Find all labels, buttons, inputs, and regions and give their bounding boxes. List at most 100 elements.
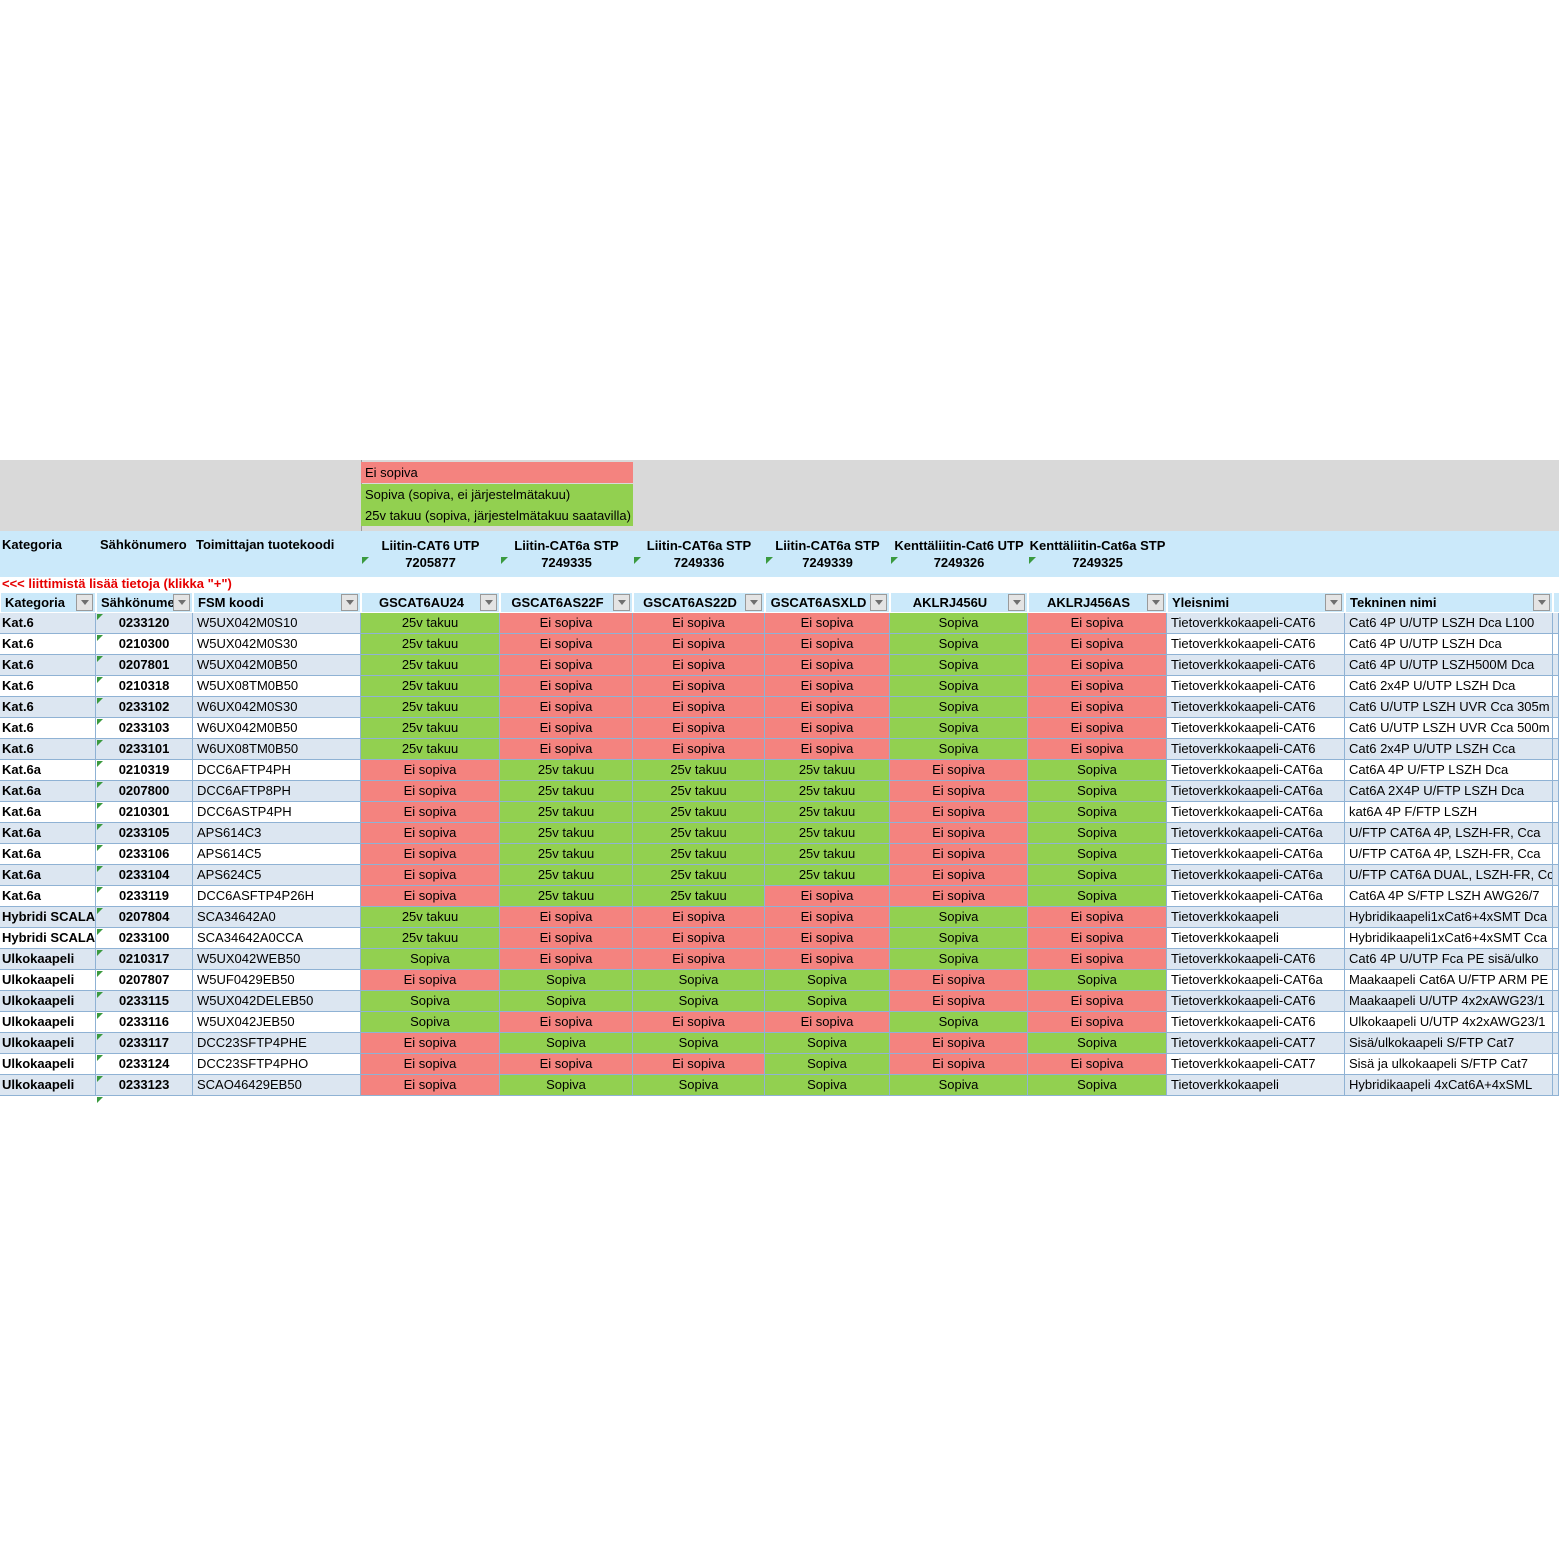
- cell-s5: Ei sopiva: [1028, 991, 1167, 1012]
- filter-dropdown-button[interactable]: [1008, 594, 1025, 611]
- cell-s4: Ei sopiva: [890, 802, 1028, 823]
- cell-kategoria: Ulkokaapeli: [0, 970, 96, 991]
- filter-dropdown-button[interactable]: [341, 594, 358, 611]
- filter-dropdown-button[interactable]: [480, 594, 497, 611]
- cell-sahkonumero: 0210318: [96, 676, 193, 697]
- filter-dropdown-button[interactable]: [870, 594, 887, 611]
- cell-kategoria: Ulkokaapeli: [0, 1075, 96, 1096]
- cell-s5: Ei sopiva: [1028, 697, 1167, 718]
- cell-s1: Ei sopiva: [500, 697, 633, 718]
- cell-s3: 25v takuu: [765, 802, 890, 823]
- cell-s3: 25v takuu: [765, 865, 890, 886]
- cell-s1: 25v takuu: [500, 865, 633, 886]
- filter-dropdown-button[interactable]: [173, 594, 190, 611]
- comment-indicator-icon: [97, 866, 103, 872]
- cell-s3: Ei sopiva: [765, 949, 890, 970]
- cell-s2: 25v takuu: [633, 823, 765, 844]
- cell-s5: Sopiva: [1028, 802, 1167, 823]
- cell-yleisnimi: Tietoverkkokaapeli-CAT6: [1167, 739, 1345, 760]
- cell-sliver: [1553, 928, 1559, 949]
- comment-indicator-icon: [97, 782, 103, 788]
- cell-sahkonumero: 0233103: [96, 718, 193, 739]
- cell-s0: Ei sopiva: [361, 1054, 500, 1075]
- cell-s2: Ei sopiva: [633, 676, 765, 697]
- comment-indicator-icon: [97, 824, 103, 830]
- cell-s5: Ei sopiva: [1028, 718, 1167, 739]
- cell-tekninen_nimi: U/FTP CAT6A DUAL, LSZH-FR, Cca: [1345, 865, 1553, 886]
- comment-indicator-icon: [891, 557, 898, 564]
- cell-s4: Ei sopiva: [890, 886, 1028, 907]
- cell-s4: Sopiva: [890, 634, 1028, 655]
- cell-tekninen_nimi: Cat6 4P U/UTP LSZH Dca: [1345, 634, 1553, 655]
- cell-tekninen_nimi: Cat6 2x4P U/UTP LSZH Dca: [1345, 676, 1553, 697]
- cell-sahkonumero: 0207800: [96, 781, 193, 802]
- cell-s5: Ei sopiva: [1028, 634, 1167, 655]
- cell-s2: 25v takuu: [633, 781, 765, 802]
- filter-dropdown-button[interactable]: [613, 594, 630, 611]
- cell-kategoria: Kat.6: [0, 739, 96, 760]
- cell-s5: Ei sopiva: [1028, 928, 1167, 949]
- cell-tekninen_nimi: U/FTP CAT6A 4P, LSZH-FR, Cca: [1345, 823, 1553, 844]
- filter-dropdown-button[interactable]: [745, 594, 762, 611]
- cell-sliver: [1553, 718, 1559, 739]
- cell-tekninen_nimi: Maakaapeli U/UTP 4x2xAWG23/1: [1345, 991, 1553, 1012]
- filter-header-sahkonumero: Sähkönume: [97, 593, 192, 612]
- cell-tekninen_nimi: Sisä/ulkokaapeli S/FTP Cat7: [1345, 1033, 1553, 1054]
- cell-kategoria: Ulkokaapeli: [0, 991, 96, 1012]
- comment-indicator-icon: [97, 698, 103, 704]
- product-column-header: Liitin-CAT6a STP 7249339: [775, 538, 880, 570]
- cell-fsm_koodi: SCA34642A0: [193, 907, 361, 928]
- cell-s2: Ei sopiva: [633, 1012, 765, 1033]
- filter-dropdown-button[interactable]: [1325, 594, 1342, 611]
- cell-s0: Ei sopiva: [361, 802, 500, 823]
- cell-fsm_koodi: DCC6ASTP4PH: [193, 802, 361, 823]
- cell-kategoria: Ulkokaapeli: [0, 1012, 96, 1033]
- cell-s0: 25v takuu: [361, 739, 500, 760]
- comment-indicator-icon: [97, 1055, 103, 1061]
- cell-s0: Ei sopiva: [361, 844, 500, 865]
- legend-item: Ei sopiva: [361, 462, 633, 483]
- cell-s0: 25v takuu: [361, 634, 500, 655]
- cell-s0: Ei sopiva: [361, 1033, 500, 1054]
- comment-indicator-icon: [97, 1097, 103, 1103]
- cell-s1: Ei sopiva: [500, 676, 633, 697]
- comment-indicator-icon: [97, 1034, 103, 1040]
- cell-fsm_koodi: W5UX042JEB50: [193, 1012, 361, 1033]
- cell-s1: Sopiva: [500, 991, 633, 1012]
- cell-sliver: [1553, 970, 1559, 991]
- cell-s0: 25v takuu: [361, 655, 500, 676]
- comment-indicator-icon: [97, 614, 103, 620]
- cell-s2: Ei sopiva: [633, 949, 765, 970]
- cell-s5: Sopiva: [1028, 970, 1167, 991]
- cell-s4: Sopiva: [890, 697, 1028, 718]
- cell-yleisnimi: Tietoverkkokaapeli-CAT6a: [1167, 865, 1345, 886]
- cell-s1: Ei sopiva: [500, 1054, 633, 1075]
- cell-s1: Ei sopiva: [500, 634, 633, 655]
- cell-s2: Sopiva: [633, 970, 765, 991]
- cell-s3: Ei sopiva: [765, 697, 890, 718]
- cell-s4: Sopiva: [890, 739, 1028, 760]
- legend-item: 25v takuu (sopiva, järjestelmätakuu saat…: [361, 505, 633, 526]
- cell-s3: Ei sopiva: [765, 739, 890, 760]
- chevron-down-icon: [874, 600, 883, 605]
- filter-dropdown-button[interactable]: [76, 594, 93, 611]
- cell-sliver: [1553, 1054, 1559, 1075]
- cell-s3: Ei sopiva: [765, 907, 890, 928]
- cell-sahkonumero: 0233104: [96, 865, 193, 886]
- cell-s4: Ei sopiva: [890, 865, 1028, 886]
- cell-s1: Sopiva: [500, 1075, 633, 1096]
- cell-s3: Sopiva: [765, 1075, 890, 1096]
- cell-s0: 25v takuu: [361, 718, 500, 739]
- chevron-down-icon: [617, 600, 626, 605]
- filter-header-s2: GSCAT6AS22D: [634, 593, 764, 612]
- product-column-header: Kenttäliitin-Cat6 UTP 7249326: [894, 538, 1024, 570]
- cell-s1: 25v takuu: [500, 781, 633, 802]
- filter-dropdown-button[interactable]: [1147, 594, 1164, 611]
- cell-s0: Ei sopiva: [361, 886, 500, 907]
- filter-dropdown-button[interactable]: [1533, 594, 1550, 611]
- cell-kategoria: Kat.6: [0, 676, 96, 697]
- filter-header-s0: GSCAT6AU24: [362, 593, 499, 612]
- cell-s5: Ei sopiva: [1028, 613, 1167, 634]
- chevron-down-icon: [1151, 600, 1160, 605]
- cell-s0: Ei sopiva: [361, 760, 500, 781]
